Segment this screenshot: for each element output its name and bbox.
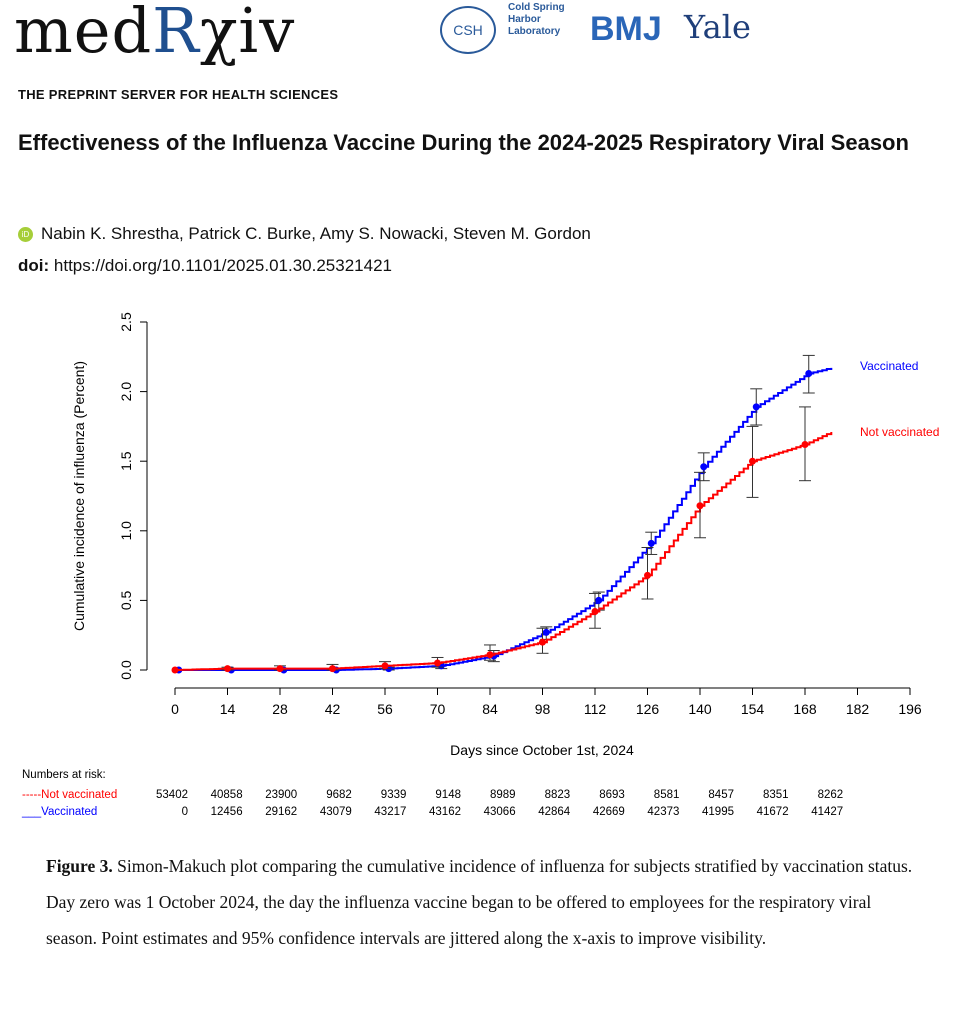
doi-link[interactable]: https://doi.org/10.1101/2025.01.30.25321… [53, 256, 392, 275]
x-tick-label: 42 [325, 701, 341, 717]
x-tick-label: 84 [482, 701, 498, 717]
data-point [381, 662, 389, 670]
x-tick-label: 168 [793, 701, 817, 717]
y-axis-label: Cumulative incidence of influenza (Perce… [71, 361, 87, 631]
data-point [591, 608, 599, 616]
risk-value: 8823 [545, 789, 571, 801]
y-tick-label: 1.0 [118, 521, 134, 541]
data-point [539, 638, 546, 646]
y-tick-label: 0.0 [118, 660, 134, 680]
risk-value: 41427 [811, 806, 843, 818]
data-point [486, 651, 494, 659]
data-point [752, 403, 760, 411]
risk-table-title: Numbers at risk: [22, 769, 106, 781]
x-tick-label: 28 [272, 701, 288, 717]
risk-value: 42864 [538, 806, 571, 818]
x-tick-label: 0 [171, 701, 179, 717]
risk-row-label: ___Vaccinated [21, 806, 97, 818]
x-tick-label: 182 [846, 701, 870, 717]
doi: doi: https://doi.org/10.1101/2025.01.30.… [18, 256, 392, 276]
caption-text: Simon-Makuch plot comparing the cumulati… [46, 856, 913, 948]
risk-value: 8989 [490, 789, 516, 801]
data-point [805, 370, 813, 378]
risk-value: 9148 [435, 789, 461, 801]
yale-logo[interactable]: Yale [684, 8, 751, 46]
bmj-logo[interactable]: BMJ [590, 10, 662, 48]
csh-logo[interactable]: CSH [440, 6, 496, 54]
figure-caption: Figure 3. Simon-Makuch plot comparing th… [46, 848, 926, 956]
series-label: Not vaccinated [860, 425, 939, 439]
y-tick-label: 0.5 [118, 590, 134, 610]
cumulative-incidence-chart: 0 14 28 42 56 70 84 98 112 126 140 154 168 182 196 0.0 0… [21, 312, 939, 818]
risk-value: 43162 [429, 806, 461, 818]
risk-value: 29162 [265, 806, 297, 818]
x-tick-label: 70 [430, 701, 446, 717]
x-axis-label: Days since October 1st, 2024 [450, 742, 634, 758]
series-line-vaccinated [178, 367, 833, 671]
data-point [801, 440, 809, 448]
risk-value: 23900 [265, 789, 297, 801]
doi-label: doi: [18, 256, 50, 275]
risk-value: 42373 [647, 806, 679, 818]
medrxiv-logo[interactable]: medRχiv [14, 0, 296, 67]
tagline: THE PREPRINT SERVER FOR HEALTH SCIENCES [18, 87, 339, 102]
risk-value: 43217 [374, 806, 406, 818]
risk-value: 42669 [593, 806, 625, 818]
risk-value: 8262 [818, 789, 844, 801]
authors: iD Nabin K. Shrestha, Patrick C. Burke, A… [18, 224, 591, 244]
risk-value: 0 [182, 806, 188, 818]
x-tick-label: 140 [688, 701, 712, 717]
risk-row-label: -----Not vaccinated [22, 789, 117, 801]
csh-logo-text: Cold Spring Harbor Laboratory [508, 2, 565, 37]
data-point [276, 665, 284, 673]
data-point [644, 571, 651, 579]
caption-label: Figure 3. [46, 856, 113, 876]
x-tick-label: 154 [741, 701, 765, 717]
x-tick-label: 126 [636, 701, 660, 717]
series-line-not-vaccinated [175, 432, 833, 671]
risk-value: 53402 [156, 789, 188, 801]
x-tick-label: 112 [584, 701, 607, 717]
risk-value: 41672 [757, 806, 789, 818]
risk-value: 41995 [702, 806, 734, 818]
risk-value: 8581 [654, 789, 680, 801]
y-tick-label: 1.5 [118, 451, 134, 471]
orcid-icon[interactable]: iD [18, 226, 33, 242]
data-point [696, 502, 704, 510]
author-list[interactable]: Nabin K. Shrestha, Patrick C. Burke, Amy… [41, 224, 591, 243]
data-point [647, 539, 655, 547]
x-tick-label: 14 [220, 701, 236, 717]
risk-value: 8351 [763, 789, 789, 801]
x-tick-label: 98 [535, 701, 551, 717]
x-tick-label: 196 [898, 701, 922, 717]
data-point [595, 596, 603, 604]
figure-panel [0, 283, 944, 831]
risk-value: 43066 [484, 806, 516, 818]
paper-title: Effectiveness of the Influenza Vaccine D… [18, 130, 909, 155]
y-tick-label: 2.5 [118, 312, 134, 332]
risk-value: 9682 [326, 789, 352, 801]
data-point [542, 628, 550, 636]
x-tick-label: 56 [377, 701, 393, 717]
data-point [700, 463, 708, 471]
risk-value: 43079 [320, 806, 352, 818]
data-point [224, 665, 231, 673]
risk-value: 40858 [211, 789, 243, 801]
risk-value: 8693 [599, 789, 625, 801]
risk-value: 12456 [211, 806, 243, 818]
data-point [434, 659, 441, 667]
series-label: Vaccinated [860, 359, 918, 373]
data-point [171, 666, 179, 674]
risk-value: 8457 [708, 789, 734, 801]
data-point [749, 457, 756, 465]
risk-value: 9339 [381, 789, 407, 801]
data-point [329, 665, 336, 673]
y-tick-label: 2.0 [118, 382, 134, 402]
